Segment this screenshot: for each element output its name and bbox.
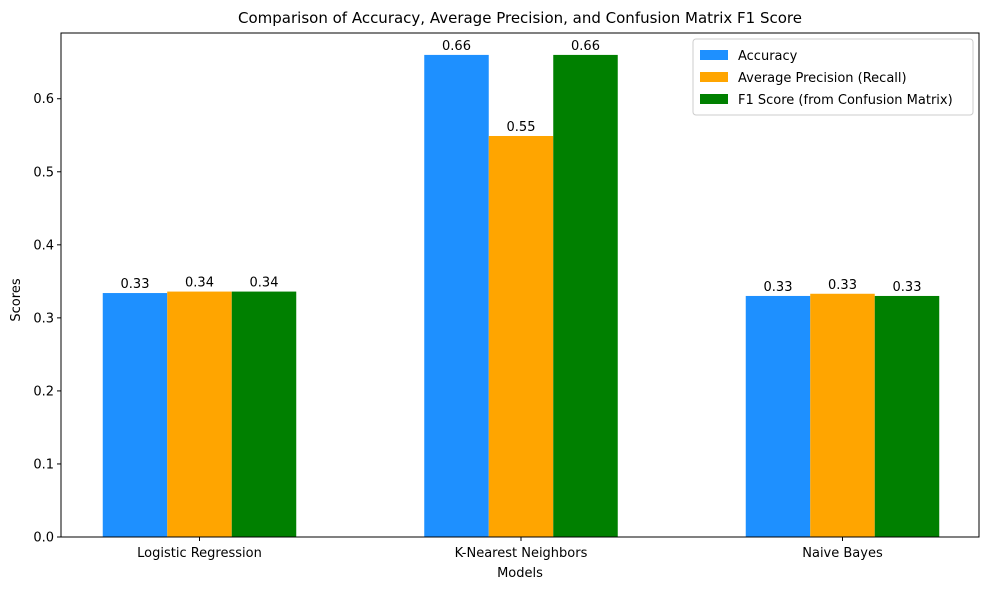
bar-value-label: 0.66	[442, 39, 471, 54]
legend: Accuracy Average Precision (Recall) F1 Sco…	[692, 38, 974, 116]
y-tick-label: 0.4	[33, 238, 54, 253]
y-tick-label: 0.6	[33, 92, 54, 107]
y-tick-label: 0.1	[33, 457, 54, 472]
chart-title: Comparison of Accuracy, Average Precisio…	[238, 9, 802, 27]
bar-value-label: 0.33	[893, 280, 922, 295]
x-tick-label: Logistic Regression	[137, 546, 262, 561]
legend-swatch	[700, 50, 728, 60]
bar-value-label: 0.33	[121, 277, 150, 292]
bar-value-label: 0.33	[764, 280, 793, 295]
bar-value-label: 0.55	[507, 120, 536, 135]
x-axis-label: Models	[497, 566, 543, 581]
y-tick-label: 0.5	[33, 165, 54, 180]
bar	[874, 295, 940, 537]
bar	[424, 54, 489, 537]
y-tick-label: 0.3	[33, 311, 54, 326]
x-tick-label: K-Nearest Neighbors	[455, 546, 588, 561]
legend-label: Accuracy	[738, 49, 798, 64]
bar-value-label: 0.33	[828, 278, 857, 293]
bar	[102, 293, 168, 537]
y-tick-label: 0.2	[33, 384, 54, 399]
bar-value-label: 0.34	[185, 276, 214, 291]
y-tick-label: 0.0	[33, 531, 54, 546]
bar	[810, 293, 875, 537]
x-axis-ticks: Logistic Regression K-Nearest Neighbors Na…	[137, 537, 883, 561]
y-axis-label: Scores	[9, 278, 24, 321]
legend-swatch	[700, 72, 728, 82]
x-tick-label: Naive Bayes	[802, 546, 883, 561]
bar-value-labels: 0.33 0.34 0.34 0.66 0.55 0.66 0.33 0.33 0.33	[121, 39, 922, 295]
bar	[231, 291, 297, 537]
legend-label: F1 Score (from Confusion Matrix)	[738, 93, 953, 108]
legend-box	[692, 38, 974, 116]
bars-group	[102, 54, 940, 537]
bar-value-label: 0.66	[571, 39, 600, 54]
bar-value-label: 0.34	[250, 276, 279, 291]
legend-swatch	[700, 94, 728, 104]
bar	[488, 135, 554, 537]
legend-label: Average Precision (Recall)	[738, 71, 907, 86]
bar	[167, 291, 232, 537]
bar	[553, 54, 618, 537]
plot-frame	[60, 32, 980, 538]
y-axis-ticks: 0.0 0.1 0.2 0.3 0.4 0.5 0.6	[33, 92, 61, 546]
bar	[745, 295, 811, 537]
